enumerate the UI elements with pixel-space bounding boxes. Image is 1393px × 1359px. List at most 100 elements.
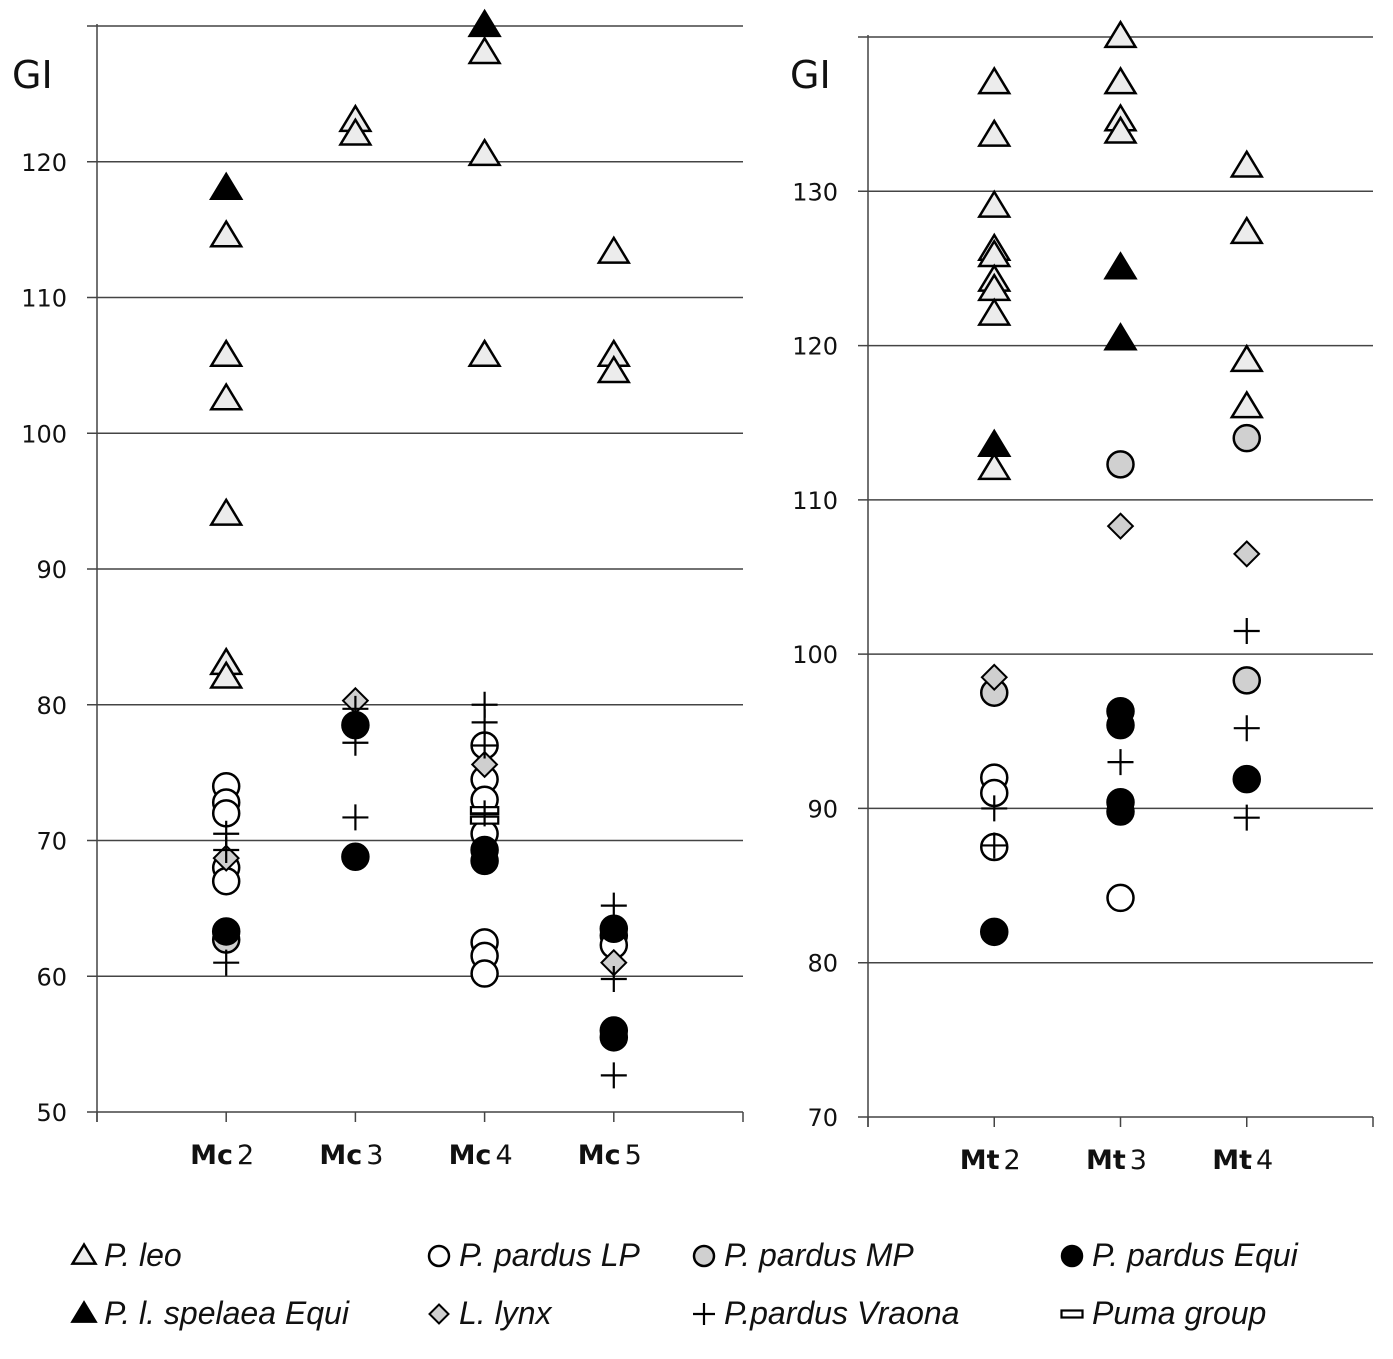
y-tick-label: 130	[792, 178, 838, 206]
point-p-pardus-vraona	[1233, 618, 1260, 644]
legend-marker-p-leo	[70, 1242, 98, 1265]
legend-marker-l-lynx	[428, 1303, 450, 1325]
point-p-pardus-equi	[1232, 764, 1261, 794]
y-tick-label: 80	[807, 950, 838, 978]
legend-item-p-pardus-equi: P. pardus Equi	[1060, 1237, 1299, 1273]
point-p-pardus-vraona	[600, 965, 627, 992]
point-p-leo	[1229, 390, 1264, 419]
legend-item-l-lynx: L. lynx	[428, 1295, 552, 1331]
legend: P. leo P. pardus LP P. pardus MP P. pardus …	[70, 1237, 1299, 1331]
point-p-pardus-vraona	[213, 949, 240, 976]
y-tick-label: 110	[792, 487, 838, 515]
point-p-pardus-lp	[470, 959, 499, 988]
point-p-l-spelaea-equi	[977, 428, 1012, 457]
legend-label: P. leo	[104, 1237, 182, 1273]
point-p-leo	[1229, 215, 1264, 245]
panel-metacarpals: 50 60 70 80 90 100 110 120 GI Mc 2 Mc 3 Mc 4 Mc 5	[12, 8, 744, 1171]
point-p-pardus-vraona	[600, 1062, 627, 1089]
y-tick-label: 70	[807, 1104, 838, 1132]
legend-item-p-pardus-mp: P. pardus MP	[692, 1237, 914, 1273]
point-p-pardus-lp	[1106, 883, 1135, 913]
y-tick-label: 90	[36, 556, 67, 584]
point-p-leo	[467, 137, 502, 167]
y-tick-label: 100	[792, 641, 838, 669]
point-p-leo	[209, 338, 244, 368]
point-p-pardus-mp	[1232, 666, 1261, 695]
legend-marker-p-pardus-vraona	[693, 1303, 715, 1325]
point-p-leo	[209, 497, 244, 526]
y-tick-label: 60	[36, 963, 67, 991]
legend-label: Puma group	[1092, 1295, 1266, 1331]
point-p-pardus-equi	[980, 917, 1009, 947]
legend-label: P. pardus Equi	[1092, 1237, 1299, 1273]
y-tick-label: 70	[36, 828, 67, 856]
y-tick-label: 110	[21, 285, 67, 313]
point-p-leo	[1229, 149, 1264, 178]
point-p-pardus-vraona	[342, 804, 369, 831]
x-category-label: Mc 3	[319, 1140, 383, 1171]
point-p-pardus-equi	[341, 842, 370, 872]
point-p-pardus-equi	[599, 1023, 629, 1052]
y-tick-label: 100	[21, 420, 67, 448]
point-p-leo	[467, 338, 502, 368]
legend-item-puma-group: Puma group	[1060, 1295, 1266, 1331]
legend-item-p-pardus-vraona: P.pardus Vraona	[693, 1295, 959, 1331]
point-p-leo	[338, 117, 373, 146]
point-p-pardus-equi	[211, 917, 241, 946]
point-l-lynx	[980, 663, 1009, 692]
x-category-label: Mc 4	[449, 1140, 513, 1171]
legend-marker-p-pardus-lp	[427, 1244, 451, 1268]
y-tick-label: 50	[36, 1099, 67, 1127]
point-p-leo	[1103, 66, 1138, 95]
point-p-leo	[977, 189, 1012, 218]
point-p-pardus-equi	[1106, 710, 1135, 740]
y-axis-title: GI	[12, 53, 53, 97]
point-p-pardus-vraona	[981, 832, 1008, 859]
point-p-pardus-vraona	[981, 795, 1008, 822]
y-axis-title: GI	[790, 53, 831, 97]
point-p-leo	[1229, 343, 1264, 373]
point-p-pardus-vraona	[600, 892, 627, 919]
point-p-leo	[1103, 115, 1138, 144]
point-p-pardus-lp	[211, 866, 241, 896]
point-p-pardus-vraona	[1107, 749, 1134, 776]
y-tick-label: 80	[36, 692, 67, 720]
point-p-leo	[596, 235, 631, 264]
point-l-lynx	[470, 750, 499, 779]
point-p-pardus-vraona	[342, 729, 369, 756]
legend-marker-puma-group	[1060, 1309, 1084, 1319]
legend-marker-p-pardus-mp	[692, 1244, 716, 1268]
point-p-pardus-equi	[470, 846, 499, 876]
legend-label: P.pardus Vraona	[724, 1295, 959, 1331]
point-p-pardus-equi	[599, 914, 629, 943]
legend-label: L. lynx	[459, 1295, 552, 1331]
point-p-leo	[596, 354, 631, 384]
point-p-l-spelaea-equi	[1103, 322, 1138, 351]
point-p-pardus-vraona	[471, 800, 498, 827]
legend-marker-p-pardus-equi	[1060, 1244, 1084, 1268]
point-p-leo	[1103, 19, 1138, 49]
point-p-pardus-vraona	[1233, 715, 1260, 742]
point-p-pardus-vraona	[471, 732, 498, 759]
point-p-l-spelaea-equi	[467, 8, 502, 38]
x-category-label: Mt 2	[960, 1145, 1021, 1176]
point-p-pardus-equi	[1106, 797, 1135, 826]
legend-item-p-pardus-lp: P. pardus LP	[427, 1237, 641, 1273]
x-category-label: Mc 5	[578, 1140, 642, 1171]
legend-marker-p-l-spelaea-equi	[70, 1300, 98, 1323]
point-p-leo	[977, 451, 1012, 481]
legend-label: P. pardus LP	[459, 1237, 641, 1273]
x-category-label: Mt 4	[1212, 1145, 1273, 1176]
point-l-lynx	[1106, 512, 1135, 540]
y-tick-label: 90	[807, 795, 838, 823]
point-p-pardus-mp	[1232, 423, 1261, 453]
y-tick-label: 120	[21, 149, 67, 177]
point-p-leo	[467, 35, 502, 65]
y-tick-label: 120	[792, 333, 838, 361]
legend-item-p-leo: P. leo	[70, 1237, 182, 1273]
point-p-leo	[977, 118, 1012, 147]
legend-item-p-l-spelaea-equi: P. l. spelaea Equi	[70, 1295, 350, 1331]
legend-label: P. pardus MP	[724, 1237, 914, 1273]
point-p-leo	[977, 66, 1012, 95]
